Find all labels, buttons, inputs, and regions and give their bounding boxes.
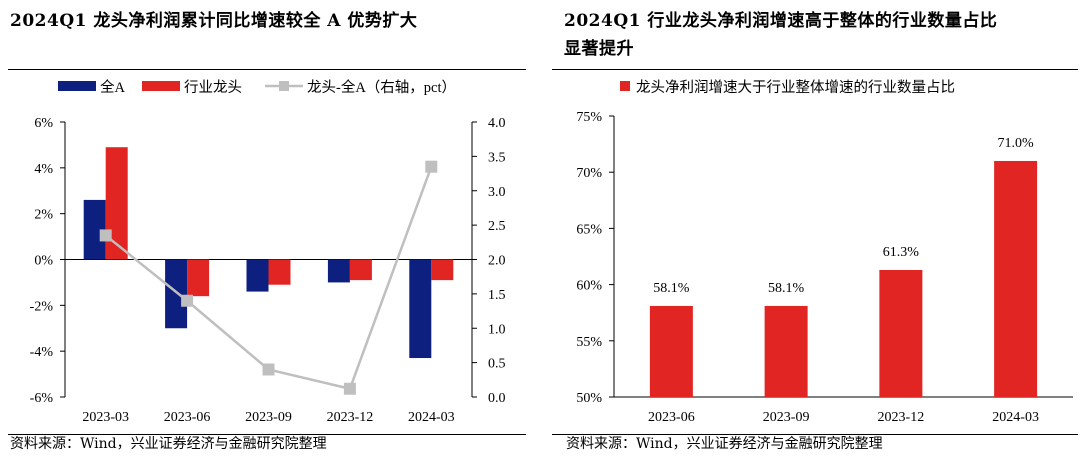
bar-leader (349, 259, 372, 281)
right-y-tick-label: 1.0 (488, 322, 506, 337)
x-tick-label: 2023-06 (164, 410, 211, 425)
x-tick-label: 2023-09 (245, 410, 292, 425)
bar-all-a (246, 259, 269, 292)
diff-point-marker (425, 160, 438, 173)
right-bottom-rule (552, 434, 1078, 435)
diff-point-marker (343, 382, 356, 395)
legend-diff-marker (279, 81, 289, 91)
left-y-tick-label: -4% (30, 345, 54, 360)
left-chart-panel: 2024Q1 龙头净利润累计同比增速较全 A 优势扩大 资料来源：Wind，兴业… (0, 0, 530, 457)
x-tick-label: 2024-03 (992, 410, 1039, 425)
legend-diff-label: 龙头-全A（右轴，pct） (307, 78, 456, 96)
x-tick-label: 2024-03 (408, 410, 455, 425)
y-tick-label: 65% (576, 222, 602, 237)
y-tick-label: 60% (576, 279, 602, 294)
legend-leader-swatch (142, 81, 180, 91)
right-y-tick-label: 1.5 (488, 288, 506, 303)
bar-leader (431, 259, 454, 281)
y-tick-label: 75% (576, 110, 602, 125)
bar-leader (268, 259, 291, 285)
bar-leader (105, 147, 128, 260)
left-top-rule (8, 69, 526, 70)
right-chart-title-line2: 显著提升 (564, 39, 634, 59)
bar-data-label: 58.1% (653, 281, 690, 296)
bar-data-label: 58.1% (768, 281, 805, 296)
legend-share-swatch (620, 81, 630, 91)
y-tick-label: 55% (576, 335, 602, 350)
left-diff-line (99, 160, 438, 395)
left-chart-title: 2024Q1 龙头净利润累计同比增速较全 A 优势扩大 (10, 11, 418, 31)
right-y-tick-label: 3.5 (488, 150, 506, 165)
x-tick-label: 2023-03 (82, 410, 129, 425)
y-tick-label: 50% (576, 391, 602, 406)
diff-point-marker (181, 294, 194, 307)
left-bottom-rule (8, 434, 526, 435)
legend-all-a-swatch (58, 81, 96, 91)
legend-share-label: 龙头净利润增速大于行业整体增速的行业数量占比 (636, 79, 955, 96)
right-y-tick-label: 3.0 (488, 185, 506, 200)
left-bars (83, 147, 454, 359)
right-y-tick-label: 2.5 (488, 219, 506, 234)
right-top-rule (552, 69, 1078, 70)
left-chart-svg: 全A 行业龙头 龙头-全A（右轴，pct） -6% -4% -2% 0% 2% 4% 6% 0… (30, 78, 506, 425)
legend-all-a-label: 全A (100, 78, 125, 96)
left-y-tick-label: 2% (34, 208, 53, 223)
x-tick-label: 2023-12 (878, 410, 925, 425)
left-y-tick-label: -6% (30, 391, 54, 406)
y-tick-label: 70% (576, 166, 602, 181)
left-source-note: 资料来源：Wind，兴业证券经济与金融研究院整理 (10, 436, 327, 452)
bar-all-a (83, 199, 106, 260)
bar-data-label: 71.0% (998, 136, 1035, 151)
bar-share (994, 160, 1038, 397)
right-bars: 58.1% 58.1% 61.3% 71.0% (649, 136, 1038, 397)
bar-share (764, 305, 808, 397)
right-chart-svg: 龙头净利润增速大于行业整体增速的行业数量占比 50% 55% 60% 65% 70% 75… (576, 79, 1073, 425)
right-source-note: 资料来源：Wind，兴业证券经济与金融研究院整理 (566, 436, 883, 452)
legend-leader-label: 行业龙头 (184, 79, 242, 96)
x-tick-label: 2023-06 (648, 410, 695, 425)
left-y-tick-label: 6% (34, 116, 53, 131)
diff-point-marker (262, 363, 275, 376)
bar-data-label: 61.3% (883, 245, 920, 260)
right-y-tick-label: 0.0 (488, 391, 506, 406)
bar-share (879, 269, 923, 397)
right-chart-title-line1: 2024Q1 行业龙头净利润增速高于整体的行业数量占比 (564, 11, 998, 31)
left-y-tick-label: -2% (30, 299, 54, 314)
left-y-tick-label: 0% (34, 254, 53, 269)
x-tick-label: 2023-12 (327, 410, 374, 425)
diff-point-marker (99, 229, 112, 242)
bar-all-a (409, 259, 432, 359)
right-y-tick-label: 2.0 (488, 254, 506, 269)
right-y-tick-label: 4.0 (488, 116, 506, 131)
bar-share (649, 305, 693, 397)
left-y-tick-label: 4% (34, 162, 53, 177)
x-tick-label: 2023-09 (763, 410, 810, 425)
right-y-tick-label: 0.5 (488, 357, 506, 372)
bar-all-a (327, 259, 350, 283)
bar-all-a (165, 259, 188, 329)
right-chart-panel: 2024Q1 行业龙头净利润增速高于整体的行业数量占比 显著提升 资料来源：Wi… (548, 0, 1080, 457)
left-axes: -6% -4% -2% 0% 2% 4% 6% 0.0 0.5 1.0 1.5 2.0 2.5 3.0 3.… (30, 116, 506, 425)
bar-leader (187, 259, 210, 297)
